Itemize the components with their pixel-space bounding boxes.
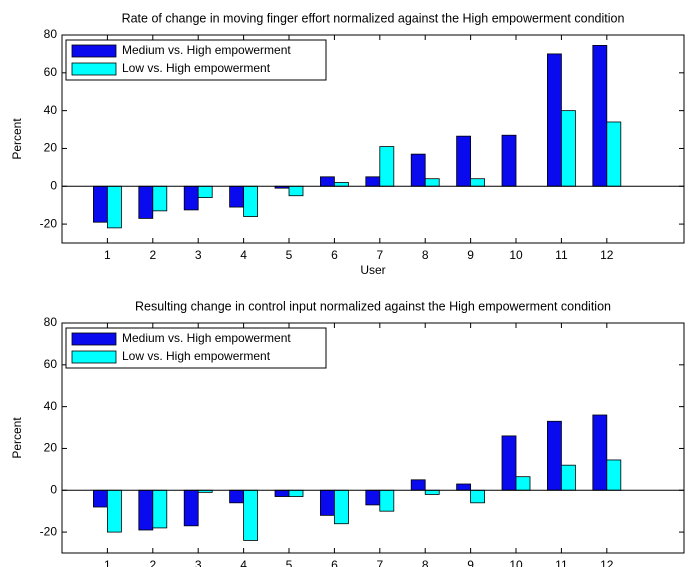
bar <box>138 489 154 531</box>
x-tick-label: 2 <box>149 558 156 567</box>
legend-swatch <box>71 44 117 58</box>
legend-swatch <box>71 62 117 76</box>
bar <box>93 489 108 508</box>
bar <box>515 476 531 491</box>
bar <box>561 464 576 491</box>
bar <box>470 489 486 504</box>
legend-label: Low vs. High empowerment <box>122 349 271 363</box>
bar <box>379 489 395 512</box>
bar <box>138 185 154 219</box>
x-tick-label: 7 <box>376 558 383 567</box>
x-tick-label: 7 <box>376 248 383 262</box>
bar <box>501 134 517 187</box>
bar <box>456 483 472 491</box>
y-tick-label: 80 <box>44 27 58 41</box>
y-tick-label: -20 <box>40 524 58 538</box>
bar <box>456 135 472 187</box>
bar <box>501 435 517 491</box>
x-tick-label: 2 <box>149 248 156 262</box>
x-tick-label: 3 <box>195 248 202 262</box>
x-tick-label: 11 <box>555 558 568 567</box>
x-tick-label: 11 <box>555 248 568 262</box>
legend-label: Medium vs. High empowerment <box>122 331 291 345</box>
bar <box>320 489 335 516</box>
x-tick-label: 12 <box>600 558 614 567</box>
x-axis-label: User <box>360 263 385 277</box>
y-tick-label: 60 <box>44 65 58 79</box>
x-tick-label: 6 <box>331 248 338 262</box>
bar <box>410 153 426 187</box>
bar <box>152 185 168 212</box>
bar <box>183 489 199 527</box>
bar <box>152 489 168 529</box>
bar <box>410 479 426 491</box>
y-tick-label: 60 <box>44 357 58 371</box>
x-tick-label: 9 <box>467 558 474 567</box>
y-tick-label: 40 <box>44 399 58 413</box>
bar <box>229 185 245 208</box>
x-tick-label: 1 <box>104 558 111 567</box>
bar <box>93 185 108 223</box>
y-tick-label: 20 <box>44 441 58 455</box>
bar <box>424 178 440 187</box>
bar <box>547 420 562 491</box>
y-tick-label: 0 <box>50 482 57 496</box>
bar <box>274 489 290 497</box>
bar <box>334 182 349 187</box>
bar <box>243 185 259 217</box>
x-tick-label: 6 <box>331 558 338 567</box>
bar <box>592 45 608 187</box>
chart-title: Resulting change in control input normal… <box>135 299 611 313</box>
plot-frame <box>61 322 685 554</box>
y-axis-label: Percent <box>10 417 24 459</box>
legend-label: Medium vs. High empowerment <box>122 43 291 57</box>
bar <box>107 185 122 229</box>
bar <box>606 459 622 491</box>
bar <box>547 53 562 187</box>
chart-title: Rate of change in moving finger effort n… <box>122 11 625 25</box>
y-tick-label: 40 <box>44 103 58 117</box>
x-tick-label: 1 <box>104 248 111 262</box>
x-tick-label: 5 <box>286 248 293 262</box>
y-axis-label: Percent <box>10 118 24 160</box>
bar <box>183 185 199 211</box>
x-tick-label: 12 <box>600 248 614 262</box>
x-tick-label: 3 <box>195 558 202 567</box>
bar <box>243 489 259 541</box>
bar <box>288 489 304 497</box>
plot-frame <box>61 34 685 244</box>
bar <box>334 489 349 525</box>
bar <box>365 176 381 187</box>
bar <box>288 185 304 197</box>
y-tick-label: 20 <box>44 141 58 155</box>
y-tick-label: -20 <box>40 216 58 230</box>
x-tick-label: 8 <box>422 558 429 567</box>
x-tick-label: 10 <box>509 248 523 262</box>
bar <box>107 489 122 533</box>
bar <box>470 178 486 187</box>
bar <box>606 121 622 187</box>
y-tick-label: 80 <box>44 315 58 329</box>
bar <box>320 176 335 187</box>
bar <box>592 414 608 491</box>
x-tick-label: 9 <box>467 248 474 262</box>
legend-swatch <box>71 350 117 364</box>
bar <box>365 489 381 506</box>
bar <box>424 489 440 495</box>
bar <box>229 489 245 504</box>
bar <box>379 146 395 187</box>
bar <box>561 110 576 187</box>
x-tick-label: 10 <box>509 558 523 567</box>
y-tick-label: 0 <box>50 178 57 192</box>
x-tick-label: 4 <box>240 558 247 567</box>
legend-swatch <box>71 332 117 346</box>
x-tick-label: 8 <box>422 248 429 262</box>
bar <box>197 185 213 199</box>
x-tick-label: 5 <box>286 558 293 567</box>
x-tick-label: 4 <box>240 248 247 262</box>
legend-label: Low vs. High empowerment <box>122 61 271 75</box>
